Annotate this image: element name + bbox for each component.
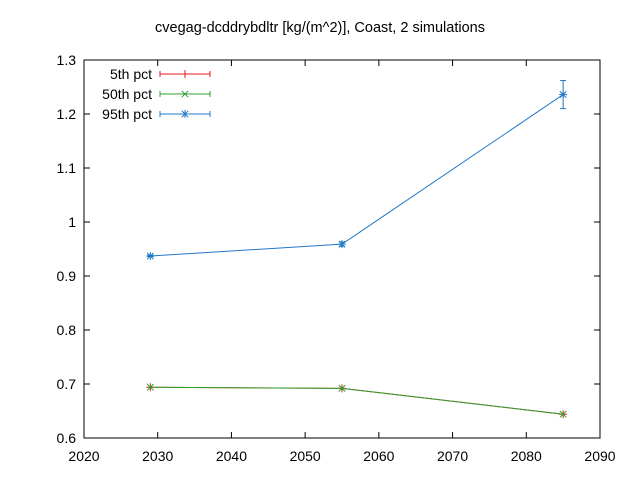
series-line xyxy=(150,94,564,257)
legend: 5th pct 50th pct 95th pct xyxy=(102,66,211,122)
legend-marker xyxy=(181,110,189,118)
axis-ticks: 2020 2030 2040 2050 2060 2070 2080 2090 0.6 0.7 0.… xyxy=(57,52,616,464)
x-tick-label: 2020 xyxy=(68,448,99,464)
legend-label: 5th pct xyxy=(110,66,152,82)
chart-title: cvegag-dcddrybdltr [kg/(m^2)], Coast, 2 … xyxy=(155,20,485,36)
x-tick-label: 2040 xyxy=(216,448,247,464)
data-point xyxy=(559,410,567,418)
x-tick-label: 2060 xyxy=(363,448,394,464)
y-tick-label: 1.1 xyxy=(57,160,77,176)
data-point xyxy=(338,384,346,392)
series-2 xyxy=(146,383,567,418)
data-point xyxy=(338,240,346,249)
legend-item: 5th pct xyxy=(110,66,211,82)
data-point xyxy=(146,252,155,261)
legend-label: 50th pct xyxy=(102,86,152,102)
legend-marker xyxy=(181,90,189,98)
y-tick-label: 1.3 xyxy=(57,52,77,68)
x-tick-label: 2030 xyxy=(142,448,173,464)
y-tick-label: 1.2 xyxy=(57,106,77,122)
x-tick-label: 2090 xyxy=(584,448,615,464)
legend-item: 50th pct xyxy=(102,86,211,102)
x-tick-label: 2080 xyxy=(511,448,542,464)
plot-frame xyxy=(83,59,601,439)
data-point xyxy=(559,90,568,99)
legend-label: 95th pct xyxy=(102,106,152,122)
series-line xyxy=(150,386,564,415)
y-tick-label: 0.7 xyxy=(57,376,77,392)
series-1 xyxy=(146,383,568,419)
series-line xyxy=(150,386,564,415)
data-point xyxy=(146,383,154,391)
legend-marker xyxy=(181,70,189,78)
x-tick-label: 2050 xyxy=(290,448,321,464)
legend-item: 95th pct xyxy=(102,106,211,122)
series-lines xyxy=(146,80,568,419)
series-3 xyxy=(146,80,568,261)
y-tick-label: 1 xyxy=(68,214,76,230)
y-tick-label: 0.6 xyxy=(57,430,77,446)
y-tick-label: 0.9 xyxy=(57,268,77,284)
x-tick-label: 2070 xyxy=(437,448,468,464)
y-tick-label: 0.8 xyxy=(57,322,77,338)
